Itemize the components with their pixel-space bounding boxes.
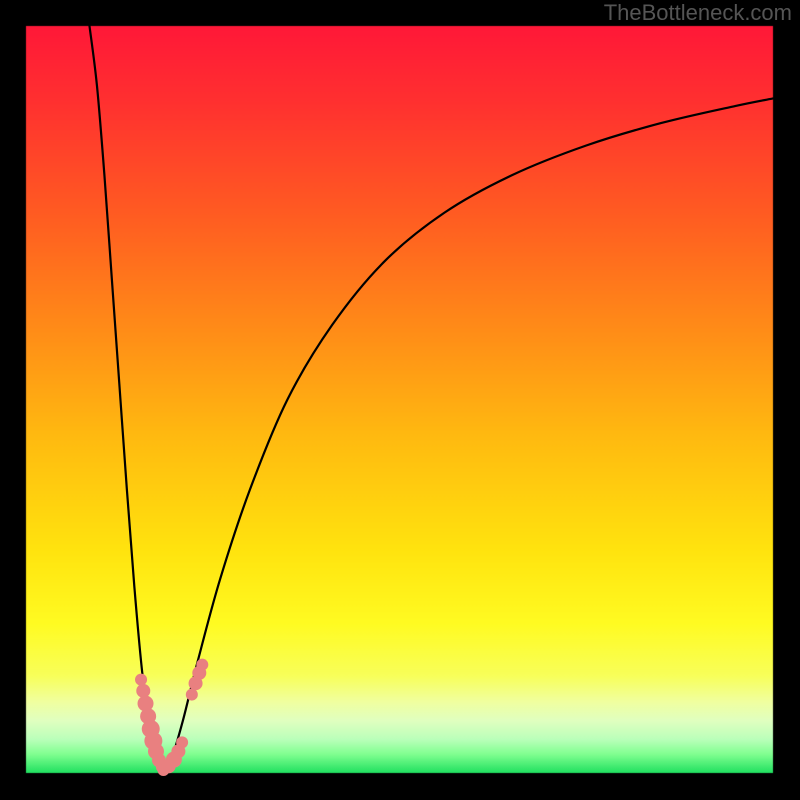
attribution-text: TheBottleneck.com [604,0,792,26]
chart-root: TheBottleneck.com [0,0,800,800]
gradient-background [0,0,800,800]
